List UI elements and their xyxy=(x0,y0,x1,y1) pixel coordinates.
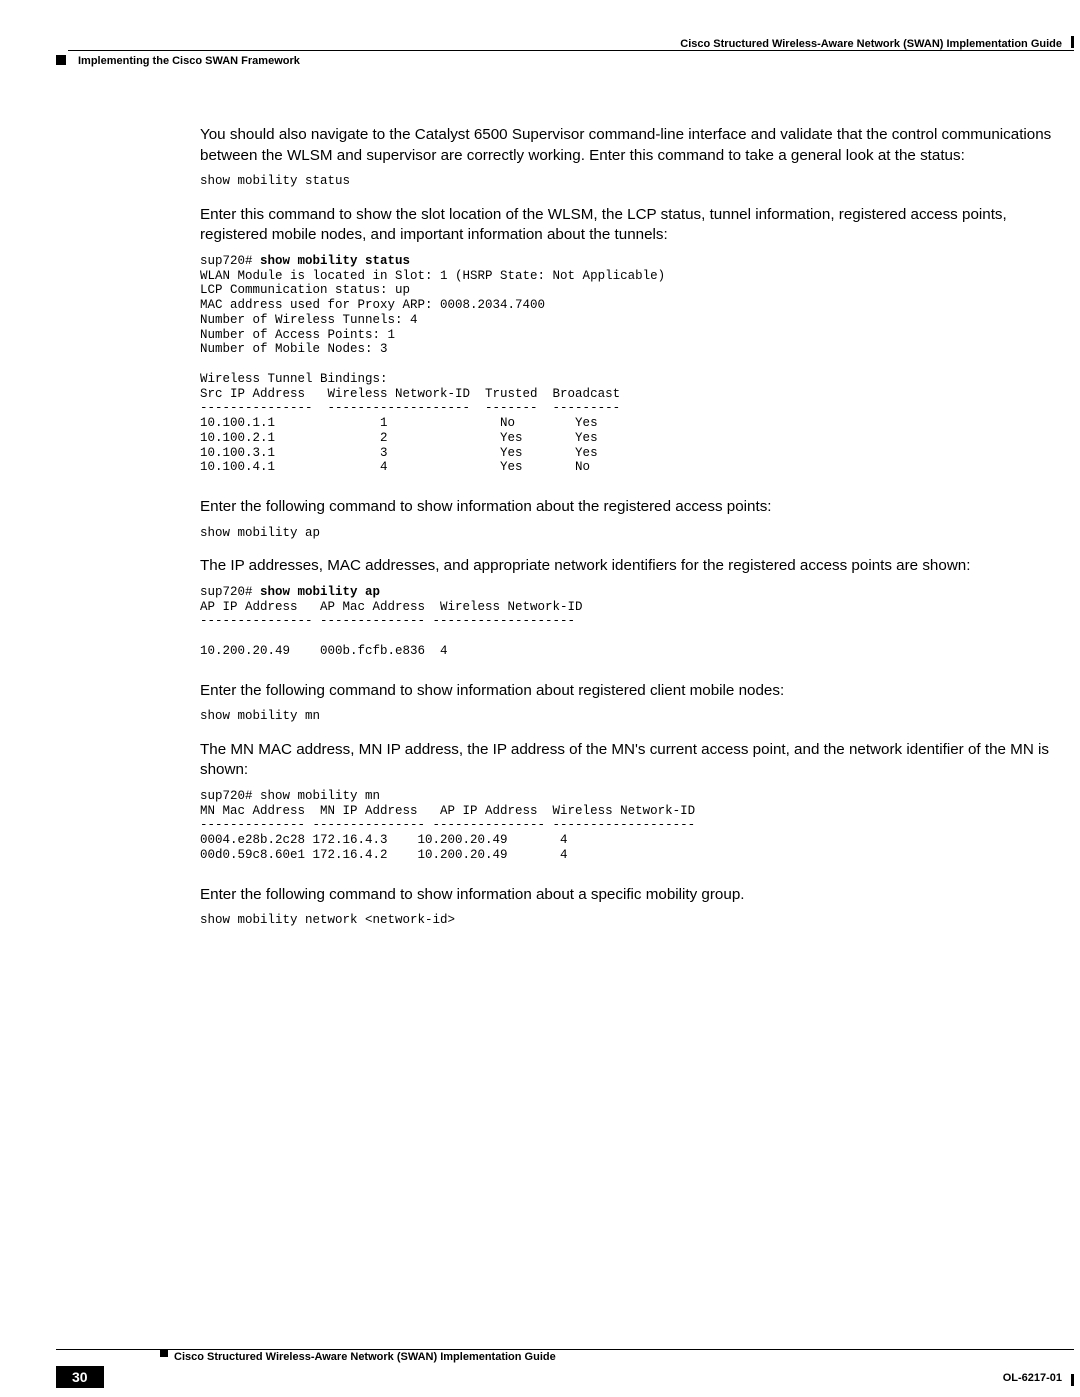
footer-rule xyxy=(56,1349,1074,1350)
footer-square-icon xyxy=(160,1349,168,1357)
header-rule xyxy=(68,50,1074,51)
code-line: show mobility status xyxy=(200,174,1062,189)
command: show mobility status xyxy=(260,254,410,268)
code-block: sup720# show mobility status WLAN Module… xyxy=(200,254,1062,475)
header-square-icon xyxy=(56,55,66,65)
prompt: sup720# xyxy=(200,585,260,599)
footer-doc-ref: OL-6217-01 xyxy=(1003,1372,1062,1384)
section-title: Implementing the Cisco SWAN Framework xyxy=(78,55,300,67)
paragraph: Enter this command to show the slot loca… xyxy=(200,205,1062,246)
command: show mobility ap xyxy=(260,585,380,599)
paragraph: The MN MAC address, MN IP address, the I… xyxy=(200,740,1062,781)
code-block: sup720# show mobility ap AP IP Address A… xyxy=(200,585,1062,659)
header-bar xyxy=(1071,36,1074,48)
page-number: 30 xyxy=(56,1366,104,1388)
footer-doc-title: Cisco Structured Wireless-Aware Network … xyxy=(174,1351,556,1363)
paragraph: The IP addresses, MAC addresses, and app… xyxy=(200,556,1062,577)
paragraph: Enter the following command to show info… xyxy=(200,885,1062,906)
code-line: show mobility ap xyxy=(200,526,1062,541)
code-line: show mobility network <network-id> xyxy=(200,913,1062,928)
code-line: show mobility mn xyxy=(200,709,1062,724)
paragraph: You should also navigate to the Catalyst… xyxy=(200,125,1062,166)
paragraph: Enter the following command to show info… xyxy=(200,681,1062,702)
output: WLAN Module is located in Slot: 1 (HSRP … xyxy=(200,269,665,475)
prompt: sup720# xyxy=(200,254,260,268)
paragraph: Enter the following command to show info… xyxy=(200,497,1062,518)
code-block: sup720# show mobility mn MN Mac Address … xyxy=(200,789,1062,863)
output: AP IP Address AP Mac Address Wireless Ne… xyxy=(200,600,583,658)
footer-bar xyxy=(1071,1374,1074,1386)
header-doc-title: Cisco Structured Wireless-Aware Network … xyxy=(680,38,1062,50)
main-content: You should also navigate to the Catalyst… xyxy=(200,125,1062,944)
